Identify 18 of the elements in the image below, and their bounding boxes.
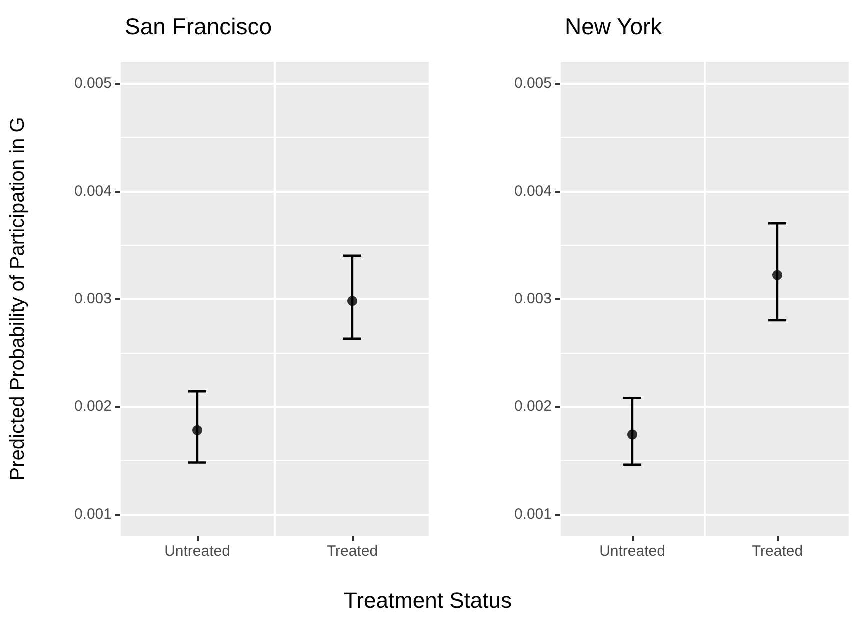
y-tick-label: 0.002 bbox=[74, 398, 112, 416]
y-tick-label: 0.004 bbox=[514, 182, 552, 200]
y-tick-label: 0.002 bbox=[514, 398, 552, 416]
chart-title: San Francisco bbox=[125, 14, 272, 40]
y-tick-label: 0.005 bbox=[514, 75, 552, 92]
y-axis-title: Predicted Probability of Participation in G bbox=[7, 117, 29, 481]
x-tick-label: Untreated bbox=[164, 543, 230, 560]
x-axis-title: Treatment Status bbox=[343, 588, 513, 614]
y-tick-label: 0.005 bbox=[74, 75, 112, 92]
y-tick-label: 0.001 bbox=[514, 506, 552, 523]
x-tick-label: Treated bbox=[752, 543, 804, 560]
x-tick-label: Treated bbox=[326, 543, 378, 560]
y-tick-label: 0.003 bbox=[514, 290, 552, 308]
y-tick-label: 0.003 bbox=[74, 290, 112, 308]
y-tick-label: 0.001 bbox=[74, 506, 112, 523]
x-tick-label: Untreated bbox=[600, 543, 666, 560]
y-tick-label: 0.004 bbox=[74, 182, 112, 200]
chart-title: New York bbox=[565, 14, 663, 40]
